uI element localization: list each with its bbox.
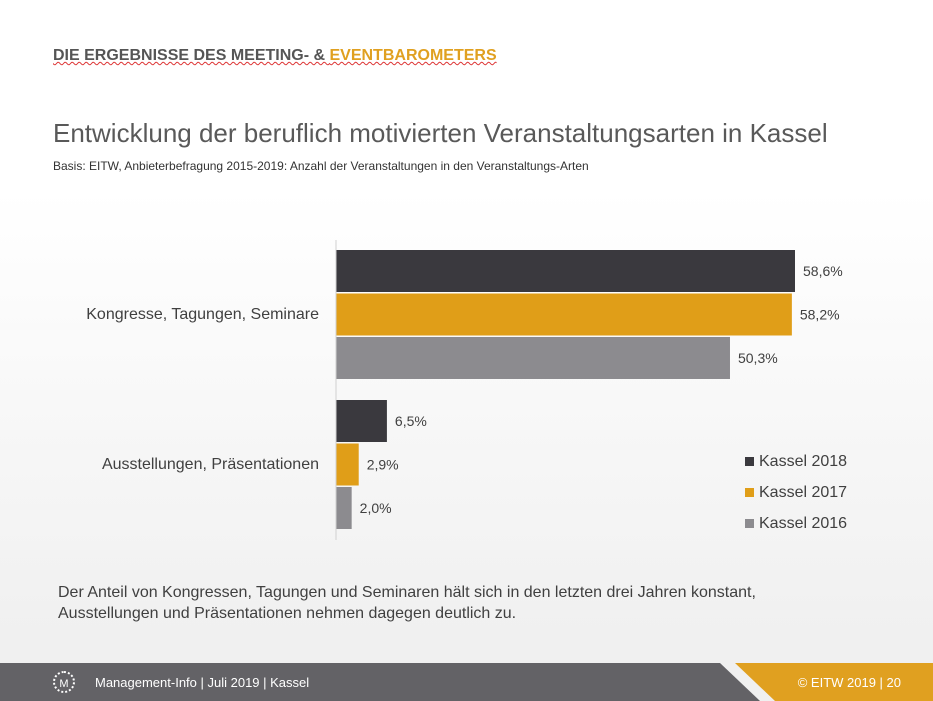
legend-swatch bbox=[745, 519, 754, 528]
data-label: 58,6% bbox=[803, 263, 843, 279]
chart-title: Entwicklung der beruflich motivierten Ve… bbox=[53, 118, 828, 148]
header-part1: DIE ERGEBNISSE DES MEETING- & bbox=[53, 47, 330, 64]
category-label: Ausstellungen, Präsentationen bbox=[102, 456, 319, 473]
footer-left-band bbox=[0, 663, 760, 701]
footer-left-text: Management-Info | Juli 2019 | Kassel bbox=[95, 675, 310, 690]
bar bbox=[336, 443, 359, 486]
data-label: 6,5% bbox=[395, 413, 427, 429]
bar bbox=[336, 293, 792, 336]
bar-chart: Kongresse, Tagungen, Seminare 58,6% 58,2% 5… bbox=[86, 240, 847, 540]
bar bbox=[336, 337, 730, 379]
note-text: Der Anteil von Kongressen, Tagungen und … bbox=[58, 582, 756, 624]
chart-subtitle: Basis: EITW, Anbieterbefragung 2015-2019… bbox=[53, 159, 589, 173]
legend-label: Kassel 2017 bbox=[759, 484, 847, 501]
data-label: 2,9% bbox=[367, 457, 399, 473]
note-line: Ausstellungen und Präsentationen nehmen … bbox=[58, 605, 517, 622]
logo-icon: M bbox=[53, 671, 75, 693]
header-part2: EVENTBAROMETERS bbox=[329, 47, 497, 64]
note-line: Der Anteil von Kongressen, Tagungen und … bbox=[58, 584, 756, 601]
legend-swatch bbox=[745, 457, 754, 466]
data-label: 58,2% bbox=[800, 307, 840, 323]
legend-label: Kassel 2016 bbox=[759, 515, 847, 532]
legend-label: Kassel 2018 bbox=[759, 453, 847, 470]
footer-right-text: © EITW 2019 | 20 bbox=[797, 675, 901, 690]
section-header: DIE ERGEBNISSE DES MEETING- & EVENTBAROM… bbox=[53, 47, 497, 65]
bar bbox=[336, 250, 795, 292]
category-label: Kongresse, Tagungen, Seminare bbox=[86, 306, 319, 323]
legend-swatch bbox=[745, 488, 754, 497]
bar bbox=[336, 487, 352, 529]
data-label: 50,3% bbox=[738, 350, 778, 366]
data-label: 2,0% bbox=[360, 500, 392, 516]
bar bbox=[336, 400, 387, 442]
footer: M Management-Info | Juli 2019 | Kassel ©… bbox=[0, 663, 933, 701]
